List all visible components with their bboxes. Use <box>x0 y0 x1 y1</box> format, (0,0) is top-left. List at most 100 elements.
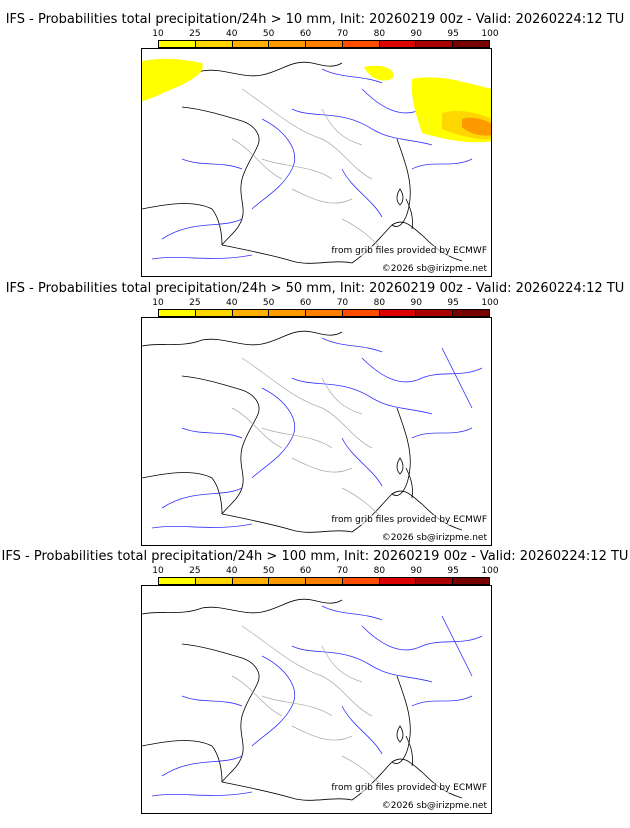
colorbar-segment <box>232 41 270 47</box>
region-border <box>241 625 373 717</box>
colorbar-tick-label: 80 <box>373 566 386 576</box>
map-panel-100mm: IFS - Probabilities total precipitation/… <box>0 549 630 819</box>
colorbar-segment <box>306 41 343 47</box>
colorbar-segment <box>379 310 417 316</box>
river <box>321 337 383 353</box>
coastline <box>142 330 343 347</box>
map-drawing <box>142 330 483 533</box>
river <box>291 377 433 415</box>
credit-source: from grib files provided by ECMWF <box>331 515 487 525</box>
colorbar-ticks: 10 25 40 50 60 70 80 90 95 100 <box>152 566 498 576</box>
panel-title: IFS - Probabilities total precipitation/… <box>5 12 625 27</box>
river <box>161 218 243 240</box>
colorbar-segment <box>342 310 380 316</box>
colorbar-segment <box>269 41 307 47</box>
coastline <box>405 735 413 767</box>
coastline <box>396 188 404 206</box>
colorbar <box>158 577 490 585</box>
river <box>161 487 243 509</box>
map-drawing <box>142 598 483 801</box>
region-border <box>341 487 383 519</box>
precip-map: from grib files provided by ECMWF ©2026 … <box>141 48 492 277</box>
colorbar-tick-label: 100 <box>481 298 499 308</box>
colorbar-segment <box>195 310 233 316</box>
region-border <box>321 645 363 683</box>
coastline <box>181 643 260 783</box>
colorbar-segment <box>416 41 454 47</box>
coastline <box>181 106 260 246</box>
colorbar-segment <box>379 578 417 584</box>
colorbar-ticks: 10 25 40 50 60 70 80 90 95 100 <box>152 29 498 39</box>
coastline <box>391 675 411 764</box>
colorbar-tick-label: 40 <box>226 298 238 308</box>
colorbar-tick-label: 95 <box>447 566 459 576</box>
colorbar-tick-label: 70 <box>336 566 349 576</box>
colorbar-tick-label: 50 <box>262 29 275 39</box>
panel-title: IFS - Probabilities total precipitation/… <box>1 549 629 564</box>
precip-area <box>142 58 203 101</box>
colorbar-segment <box>416 310 454 316</box>
credit-copyright: ©2026 sb@irizpme.net <box>381 264 487 274</box>
river <box>291 108 433 146</box>
river <box>441 347 473 409</box>
colorbar-tick-label: 70 <box>336 29 349 39</box>
region-border <box>241 357 373 449</box>
colorbar-tick-label: 60 <box>299 29 312 39</box>
map-drawing <box>142 58 491 264</box>
river <box>181 158 243 170</box>
colorbar-ticks: 10 25 40 50 60 70 80 90 95 100 <box>152 298 498 308</box>
region-border <box>261 158 333 180</box>
coastline <box>181 375 260 515</box>
region-border <box>261 695 333 717</box>
coastline <box>396 457 404 475</box>
colorbar-segment <box>269 578 307 584</box>
colorbar-tick-label: 50 <box>262 298 275 308</box>
map-panel-50mm: IFS - Probabilities total precipitation/… <box>0 281 630 551</box>
coastline <box>142 740 223 783</box>
precip-area <box>462 117 491 136</box>
region-border <box>341 755 383 787</box>
colorbar-tick-label: 90 <box>410 298 422 308</box>
map-panel-10mm: IFS - Probabilities total precipitation/… <box>0 12 630 282</box>
colorbar-tick-label: 10 <box>152 29 164 39</box>
river <box>251 118 295 210</box>
coastline <box>391 407 411 496</box>
colorbar-tick-label: 25 <box>189 566 201 576</box>
river <box>321 68 383 84</box>
precip-area <box>364 65 394 81</box>
coastline <box>405 467 413 499</box>
colorbar-tick-label: 70 <box>336 298 349 308</box>
colorbar-segment <box>453 578 490 584</box>
region-border <box>231 138 283 180</box>
colorbar-tick-label: 25 <box>189 29 201 39</box>
colorbar-tick-label: 10 <box>152 298 164 308</box>
colorbar-segment <box>342 578 380 584</box>
colorbar-segment <box>379 41 417 47</box>
river <box>411 427 473 439</box>
colorbar-segment <box>453 310 490 316</box>
river <box>361 625 483 651</box>
coastline <box>351 758 463 801</box>
colorbar-tick-label: 90 <box>410 29 422 39</box>
credit-copyright: ©2026 sb@irizpme.net <box>381 801 487 811</box>
panel-title: IFS - Probabilities total precipitation/… <box>5 281 625 296</box>
coastline <box>142 598 343 615</box>
river <box>151 254 253 260</box>
colorbar-segment <box>195 41 233 47</box>
colorbar-tick-label: 25 <box>189 298 201 308</box>
coastline <box>405 198 413 230</box>
region-border <box>291 457 353 473</box>
river <box>341 705 383 755</box>
river <box>251 655 295 747</box>
colorbar-tick-label: 95 <box>447 29 459 39</box>
coastline <box>391 138 411 227</box>
colorbar-tick-label: 60 <box>299 566 312 576</box>
colorbar-tick-label: 80 <box>373 29 386 39</box>
colorbar-segment <box>159 310 196 316</box>
colorbar <box>158 309 490 317</box>
river <box>341 168 383 218</box>
coastline <box>142 203 223 246</box>
coastline <box>221 244 353 264</box>
precip-map: from grib files provided by ECMWF ©2026 … <box>141 317 492 546</box>
credit-source: from grib files provided by ECMWF <box>331 783 487 793</box>
